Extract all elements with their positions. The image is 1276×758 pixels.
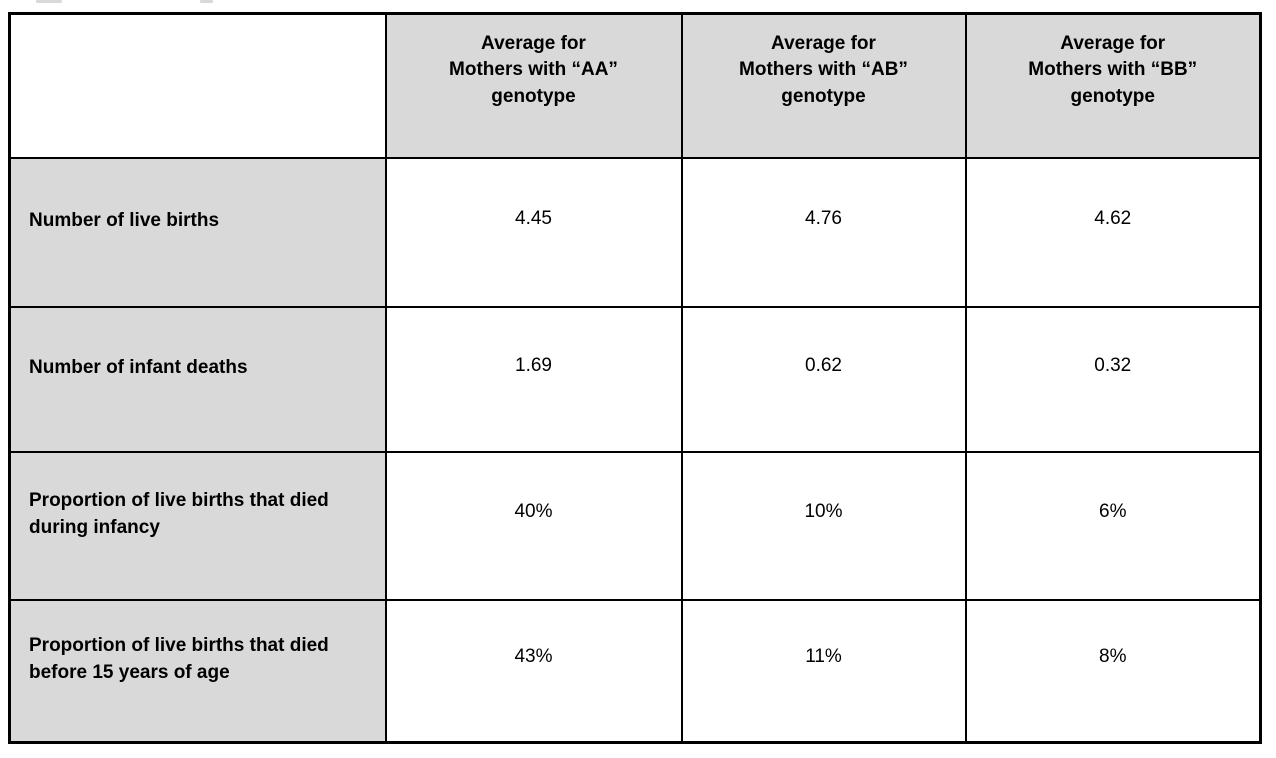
column-header-aa-genotype: Average for Mothers with “AA” genotype: [384, 12, 683, 159]
table-cell: 0.62: [680, 305, 967, 453]
column-header-bb-genotype: Average for Mothers with “BB” genotype: [964, 12, 1262, 159]
row-label: Number of infant deaths: [8, 305, 387, 453]
table-cell: 40%: [384, 450, 683, 601]
genotype-outcomes-table: Average for Mothers with “AA” genotype A…: [8, 12, 1262, 744]
table-cell: 43%: [384, 598, 683, 744]
table-cell: 4.62: [964, 156, 1262, 308]
table-cell: 0.32: [964, 305, 1262, 453]
table-row-died-before-15: Proportion of live births that died befo…: [8, 598, 1262, 744]
cropped-text-artifact: [200, 0, 213, 3]
corner-cell: [8, 12, 387, 159]
row-label: Number of live births: [8, 156, 387, 308]
table-cell: 11%: [680, 598, 967, 744]
column-header-ab-genotype: Average for Mothers with “AB” genotype: [680, 12, 967, 159]
table-cell: 6%: [964, 450, 1262, 601]
table-row-live-births: Number of live births 4.45 4.76 4.62: [8, 156, 1262, 308]
row-label: Proportion of live births that died duri…: [8, 450, 387, 601]
table-cell: 4.45: [384, 156, 683, 308]
cropped-text-artifact: [36, 0, 62, 3]
table-cell: 1.69: [384, 305, 683, 453]
table-cell: 4.76: [680, 156, 967, 308]
table-cell: 10%: [680, 450, 967, 601]
table-cell: 8%: [964, 598, 1262, 744]
table-row-infant-deaths: Number of infant deaths 1.69 0.62 0.32: [8, 305, 1262, 453]
table-row-died-during-infancy: Proportion of live births that died duri…: [8, 450, 1262, 601]
row-label: Proportion of live births that died befo…: [8, 598, 387, 744]
header-row: Average for Mothers with “AA” genotype A…: [8, 12, 1262, 159]
